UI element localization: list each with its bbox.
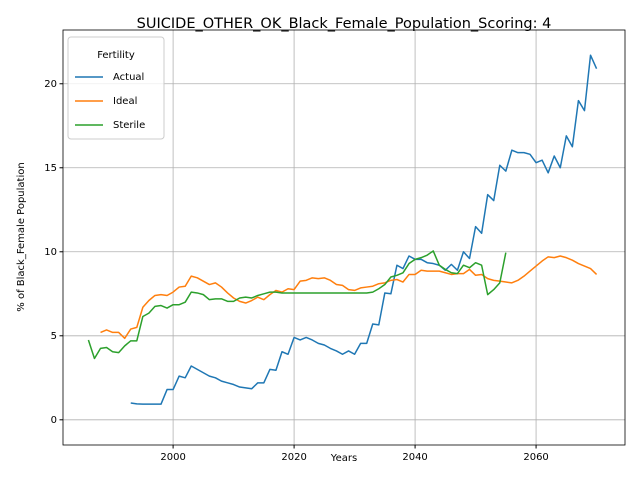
line-series — [130, 54, 598, 405]
line-series — [87, 250, 507, 360]
y-tick-label: 20 — [44, 79, 57, 90]
x-tick-label: 2060 — [523, 452, 548, 463]
y-tick-label: 15 — [44, 163, 57, 174]
legend-label: Ideal — [113, 96, 137, 107]
legend-title: Fertility — [97, 50, 135, 61]
x-tick-label: 2040 — [402, 452, 427, 463]
x-tick-label: 2000 — [160, 452, 185, 463]
x-axis-label: Years — [330, 453, 357, 464]
legend-label: Sterile — [113, 120, 145, 131]
legend-box — [67, 36, 165, 140]
chart-title: SUICIDE_OTHER_OK_Black_Female_Population… — [137, 16, 552, 32]
x-tick-label: 2020 — [281, 452, 306, 463]
y-tick-label: 0 — [51, 415, 57, 426]
legend: Fertility Actual Ideal Sterile — [67, 36, 165, 140]
y-tick-label: 10 — [44, 247, 57, 258]
line-series — [100, 255, 598, 340]
plot-frame — [62, 29, 626, 446]
y-tick-label: 5 — [51, 331, 57, 342]
legend-label: Actual — [113, 72, 144, 83]
y-axis-label: % of Black_Female Population — [16, 162, 27, 311]
